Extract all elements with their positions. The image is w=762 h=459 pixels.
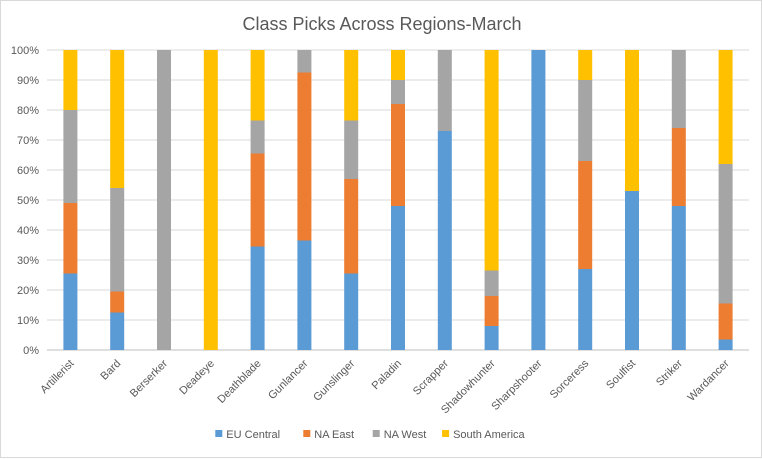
y-tick-label: 90%	[17, 75, 39, 87]
bar-segment	[63, 50, 78, 110]
bar-segment	[578, 50, 593, 80]
x-axis-ticks: Artillerist Bard Berserker DeadeyeDeathblad…	[38, 357, 732, 416]
bar-segment	[391, 50, 405, 80]
bar-segment	[110, 312, 125, 350]
bar-segment	[110, 50, 125, 188]
x-tick-label: Sorceress	[548, 357, 592, 401]
bar-segment	[578, 269, 593, 350]
bar-segment	[718, 303, 733, 340]
bar-segment	[718, 339, 733, 350]
x-tick-label: Sharpshooter	[489, 357, 544, 412]
y-tick-label: 100%	[11, 45, 39, 57]
x-tick-label: Wardancer	[685, 357, 731, 403]
x-tick-label: Berserker	[128, 357, 170, 399]
bar-segment	[250, 50, 265, 121]
bar-segment	[391, 80, 405, 104]
bar-segment	[63, 203, 78, 274]
bar-segment	[344, 120, 359, 179]
bar-segment	[484, 270, 499, 296]
bar-segment	[437, 131, 452, 350]
bar-segment	[391, 104, 405, 206]
bar-segment	[578, 161, 593, 269]
chart-title: Class Picks Across Regions-March	[242, 14, 521, 34]
bar-segment	[484, 50, 499, 271]
legend-label: NA East	[314, 429, 354, 441]
bar-segment	[157, 50, 171, 350]
bar-segment	[203, 50, 218, 350]
bar-segment	[344, 179, 359, 274]
bar-segment	[250, 120, 265, 154]
y-tick-label: 0%	[23, 345, 39, 357]
y-tick-label: 50%	[17, 195, 39, 207]
bar-segment	[625, 50, 639, 191]
bar-segment	[625, 191, 639, 350]
legend-swatch	[303, 430, 311, 437]
legend-label: South America	[453, 429, 525, 441]
bar-segment	[344, 273, 359, 350]
x-tick-label: Bard	[98, 358, 123, 383]
y-tick-label: 30%	[17, 255, 39, 267]
bar-segment	[671, 128, 686, 206]
y-tick-label: 20%	[17, 285, 39, 297]
y-tick-label: 60%	[17, 165, 39, 177]
bar-segment	[484, 296, 499, 326]
bar-segment	[531, 50, 546, 350]
x-tick-label: Deadeye	[177, 358, 217, 398]
bar-segment	[297, 240, 312, 350]
x-tick-label: Soulfist	[604, 358, 638, 392]
bar-segment	[437, 50, 452, 131]
legend: EU Central NA East NA West South America	[215, 429, 526, 441]
bar-segment	[63, 273, 78, 350]
bar-segment	[671, 206, 686, 350]
x-tick-label: Gunlancer	[266, 357, 311, 402]
x-tick-label: Striker	[654, 357, 685, 388]
y-tick-label: 80%	[17, 105, 39, 117]
bar-segment	[250, 153, 265, 247]
legend-swatch	[372, 430, 380, 437]
y-tick-label: 10%	[17, 315, 39, 327]
bar-segment	[391, 206, 405, 350]
bar-segment	[671, 50, 686, 128]
bar-segment	[484, 326, 499, 350]
x-tick-label: Scrapper	[411, 357, 451, 397]
bar-segment	[344, 50, 359, 121]
legend-swatch	[215, 430, 223, 437]
x-tick-label: Artillerist	[38, 358, 76, 396]
bars	[63, 50, 733, 350]
bar-segment	[63, 110, 78, 203]
x-tick-label: Gunslinger	[311, 357, 357, 403]
x-tick-label: Paladin	[370, 358, 404, 392]
bar-segment	[297, 72, 312, 241]
bar-segment	[110, 188, 125, 292]
legend-label: EU Central	[226, 429, 280, 441]
bar-segment	[297, 50, 312, 73]
bar-segment	[578, 80, 593, 161]
legend-label: NA West	[384, 429, 427, 441]
legend-swatch	[442, 430, 450, 437]
y-axis-ticks: 0% 10% 20% 30% 40% 50% 60% 70% 80% 90% 100%	[11, 45, 39, 357]
bar-segment	[718, 164, 733, 304]
bar-segment	[718, 50, 733, 164]
bar-segment	[110, 291, 125, 313]
x-tick-label: Deathblade	[215, 358, 263, 406]
y-tick-label: 40%	[17, 225, 39, 237]
bar-segment	[250, 246, 265, 350]
y-tick-label: 70%	[17, 135, 39, 147]
